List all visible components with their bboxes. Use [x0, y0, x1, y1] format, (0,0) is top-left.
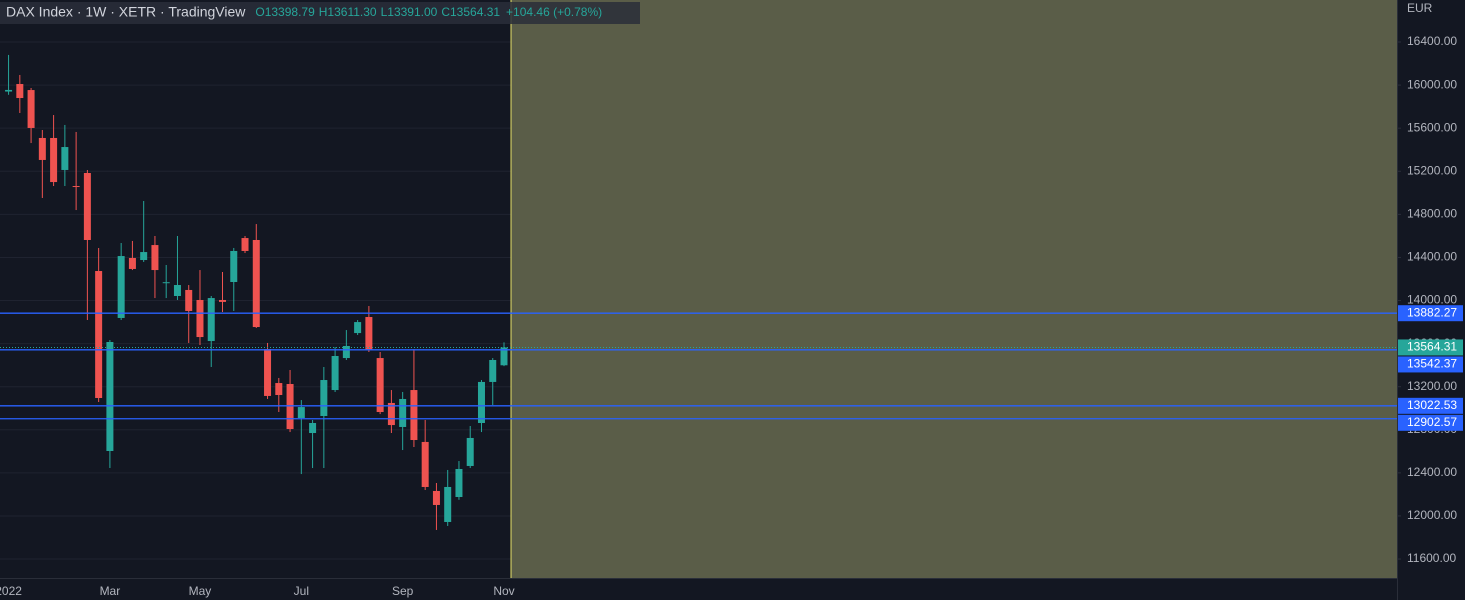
candle-body — [252, 239, 260, 328]
x-tick-label: 2022 — [0, 584, 22, 598]
x-tick-label: Jul — [294, 584, 309, 598]
candle-body — [365, 317, 373, 350]
candle-body — [16, 84, 24, 99]
candle-body — [128, 257, 136, 269]
y-tick-label: 15600.00 — [1407, 120, 1457, 134]
y-tick-label: 15200.00 — [1407, 163, 1457, 177]
candle-body — [185, 289, 193, 311]
candle-body — [219, 299, 226, 302]
candle-body — [421, 441, 429, 487]
candle-body — [331, 355, 339, 391]
candle-body — [207, 298, 215, 342]
candle-body — [399, 398, 407, 427]
candle-body — [38, 137, 46, 160]
y-tick-label: 14800.00 — [1407, 207, 1457, 221]
candle-body — [173, 285, 181, 297]
candle-body — [286, 384, 294, 430]
candle-body — [410, 390, 418, 441]
price-tag-label: 13022.53 — [1407, 398, 1457, 412]
price-tag — [1398, 356, 1463, 373]
change-label: +104.46 (+0.78%) — [506, 5, 602, 19]
candle-body — [477, 381, 485, 423]
price-tag-label: 12902.57 — [1407, 415, 1457, 429]
candle-body — [151, 245, 159, 271]
candle-body — [387, 402, 395, 426]
y-tick-label: 14000.00 — [1407, 293, 1457, 307]
y-tick-label: 12400.00 — [1407, 465, 1457, 479]
ohlc-label: H13611.30 — [319, 5, 377, 19]
y-unit: EUR — [1407, 1, 1433, 15]
y-tick-label: 14400.00 — [1407, 250, 1457, 264]
candle-body — [196, 299, 204, 338]
candle-body — [320, 380, 328, 416]
candle-body — [432, 490, 440, 505]
candle-body — [466, 437, 474, 466]
price-tag — [1398, 305, 1463, 322]
plot — [0, 54, 1397, 530]
candle-body — [275, 383, 283, 395]
x-tick-label: Sep — [392, 584, 414, 598]
price-tag-label: 13564.31 — [1407, 340, 1457, 354]
candle-body — [309, 422, 317, 434]
y-tick-label: 16400.00 — [1407, 34, 1457, 48]
candle-body — [140, 252, 148, 261]
ohlc-label: L13391.00 — [381, 5, 438, 19]
candle-body — [5, 89, 13, 92]
candle-body — [500, 347, 508, 366]
candle-body — [354, 322, 362, 334]
y-tick-label: 12000.00 — [1407, 508, 1457, 522]
y-tick-label: 11600.00 — [1407, 551, 1456, 565]
ohlc-label: O13398.79 — [255, 5, 315, 19]
candle-body — [27, 90, 35, 128]
header: DAX Index · 1W · XETR · TradingView O1339… — [6, 4, 602, 20]
candle-body — [95, 271, 103, 399]
price-tag-label: 13542.37 — [1407, 357, 1457, 371]
ohlc-label: C13564.31 — [441, 5, 500, 19]
candle-body — [50, 137, 58, 183]
candle-body — [117, 256, 125, 318]
candle-body — [342, 345, 350, 359]
x-tick-label: Mar — [100, 584, 121, 598]
candle-body — [264, 348, 272, 396]
candle-body — [297, 407, 305, 419]
candle-body — [444, 486, 452, 522]
candle-body — [241, 238, 249, 251]
candle-body — [61, 147, 69, 170]
candle-body — [455, 468, 463, 497]
candle-body — [489, 359, 497, 382]
chart-title: DAX Index · 1W · XETR · TradingView — [6, 4, 246, 20]
x-tick-label: Nov — [493, 584, 514, 598]
y-tick-label: 13200.00 — [1407, 379, 1457, 393]
candle-body — [230, 250, 238, 282]
candle-body — [376, 358, 384, 413]
price-tag — [1398, 414, 1463, 431]
candle-body — [83, 172, 91, 240]
price-tag — [1398, 397, 1463, 414]
shaded-zone — [511, 0, 1397, 578]
price-tag-label: 13882.27 — [1407, 305, 1457, 319]
candle-body — [106, 341, 114, 452]
candle-body — [72, 186, 80, 188]
x-tick-label: May — [189, 584, 212, 598]
y-tick-label: 16000.00 — [1407, 77, 1457, 91]
candle-body — [162, 282, 170, 284]
price-tag — [1398, 339, 1463, 356]
legend-box — [0, 2, 640, 24]
